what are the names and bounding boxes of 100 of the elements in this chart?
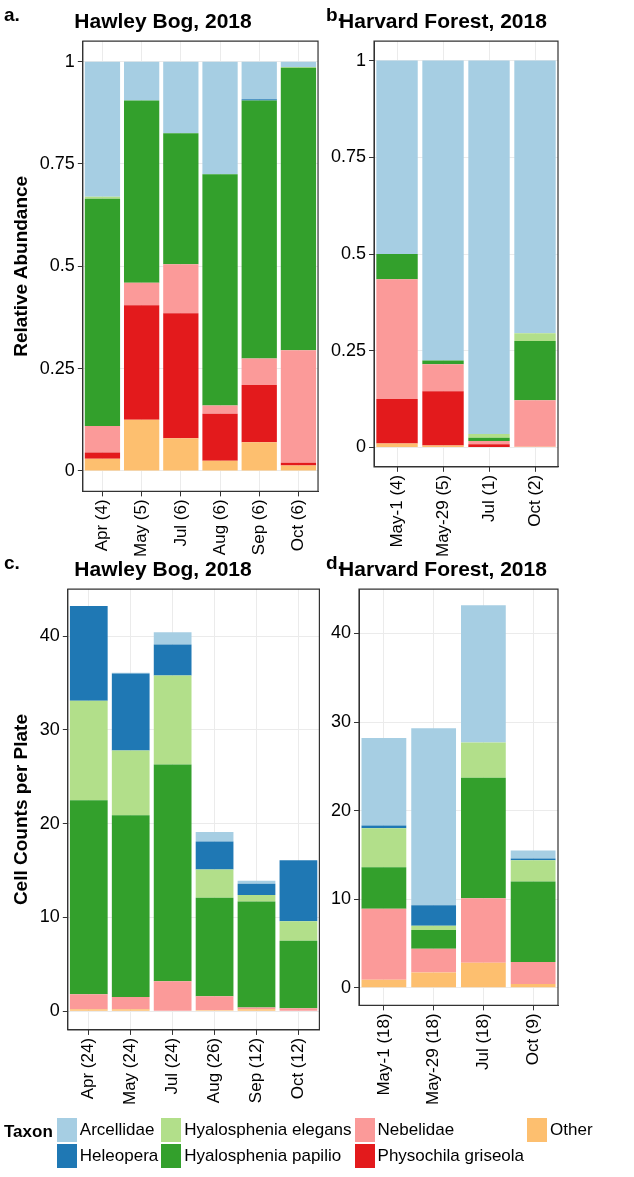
bar: [111, 750, 150, 816]
bar: [123, 282, 160, 306]
bar: [461, 898, 506, 963]
bar: [468, 433, 510, 438]
bar: [111, 815, 150, 998]
bar: [195, 869, 234, 898]
bar: [376, 443, 418, 447]
bar: [376, 60, 418, 255]
bar: [514, 341, 556, 401]
bar: [123, 419, 160, 471]
y-tick-label: 0.5: [49, 255, 75, 276]
bar: [84, 452, 121, 459]
bar: [361, 737, 407, 826]
x-tick-label: Apr (24): [78, 1037, 98, 1100]
bar: [514, 60, 556, 334]
y-tick-label: 0.75: [330, 146, 367, 167]
bar: [376, 254, 418, 280]
bar: [153, 632, 192, 645]
x-tick-label: May-29 (5): [432, 474, 452, 557]
bar: [153, 675, 192, 765]
bar: [461, 605, 506, 743]
bar: [241, 442, 277, 471]
bar: [361, 979, 407, 988]
bar: [202, 460, 238, 471]
bar: [69, 800, 108, 995]
y-tick-label: 0: [64, 459, 75, 480]
bar: [123, 305, 160, 420]
x-tick-label: Jul (18): [473, 1013, 493, 1071]
bar: [163, 438, 199, 471]
x-tick-label: Sep (6): [248, 499, 268, 556]
bar: [514, 333, 556, 342]
x-tick-label: Jul (6): [170, 499, 190, 547]
bar: [468, 60, 510, 434]
y-tick-label: 1: [64, 50, 75, 71]
bar: [123, 100, 160, 283]
bar: [279, 940, 318, 1009]
bar: [361, 828, 407, 868]
bar: [280, 67, 317, 351]
bar: [202, 413, 238, 461]
bar: [461, 962, 506, 988]
bar: [376, 279, 418, 400]
bar: [84, 425, 121, 453]
x-tick-label: Apr (4): [92, 499, 112, 552]
bar: [195, 897, 234, 997]
x-tick-label: May (5): [131, 499, 151, 558]
text: a.: [4, 3, 20, 25]
x-tick-label: Aug (6): [209, 499, 229, 556]
bar: [195, 832, 234, 842]
x-tick-label: Oct (9): [522, 1013, 542, 1066]
bar: [461, 742, 506, 778]
x-tick-label: May (24): [120, 1037, 140, 1106]
y-tick-label: 0: [356, 436, 367, 457]
bar: [163, 264, 199, 314]
bar: [411, 905, 457, 926]
x-tick-label: Oct (6): [288, 499, 308, 552]
bar: [510, 860, 556, 882]
bar: [163, 133, 199, 265]
bar: [163, 313, 199, 439]
legend-title: Taxon: [4, 1122, 53, 1142]
bar: [411, 930, 457, 949]
bar: [202, 61, 238, 175]
y-tick-label: 10: [39, 906, 60, 927]
y-axis-title: Cell Counts per Plate: [9, 714, 31, 906]
bar: [514, 400, 556, 447]
legend-label: Arcellidae: [79, 1120, 155, 1140]
legend-label: Heleopera: [79, 1146, 159, 1166]
y-tick-label: 0.25: [39, 357, 75, 378]
bar: [237, 901, 276, 1008]
y-tick-label: 40: [39, 625, 60, 646]
bar: [411, 728, 457, 906]
bar: [69, 606, 108, 701]
bar: [279, 1008, 318, 1011]
chart-title: Hawley Bog, 2018: [74, 9, 253, 33]
bar: [202, 405, 238, 414]
y-tick-label: 20: [330, 799, 352, 820]
bar: [111, 997, 150, 1010]
y-tick-label: 30: [330, 710, 352, 731]
x-tick-label: Sep (12): [246, 1037, 266, 1104]
bar: [84, 196, 121, 199]
bar: [468, 437, 510, 441]
x-tick-label: Jul (1): [478, 474, 498, 523]
x-tick-label: May-1 (18): [373, 1013, 393, 1096]
y-tick-label: 0.25: [330, 339, 367, 360]
bar: [111, 673, 150, 751]
bar: [376, 399, 418, 444]
chart-title: Hawley Bog, 2018: [74, 557, 253, 581]
bar: [237, 883, 276, 895]
bar: [422, 60, 464, 361]
bar: [411, 948, 457, 973]
y-tick-label: 40: [330, 622, 352, 643]
legend-label: Hyalosphenia elegans: [184, 1120, 352, 1140]
x-tick-label: May-29 (18): [423, 1013, 443, 1105]
bar: [361, 908, 407, 980]
bar: [361, 867, 407, 909]
bar: [422, 364, 464, 392]
y-tick-label: 20: [39, 812, 60, 833]
bar: [510, 984, 556, 988]
bar: [153, 981, 192, 1011]
x-tick-label: Oct (12): [288, 1037, 308, 1100]
bar: [69, 700, 108, 801]
